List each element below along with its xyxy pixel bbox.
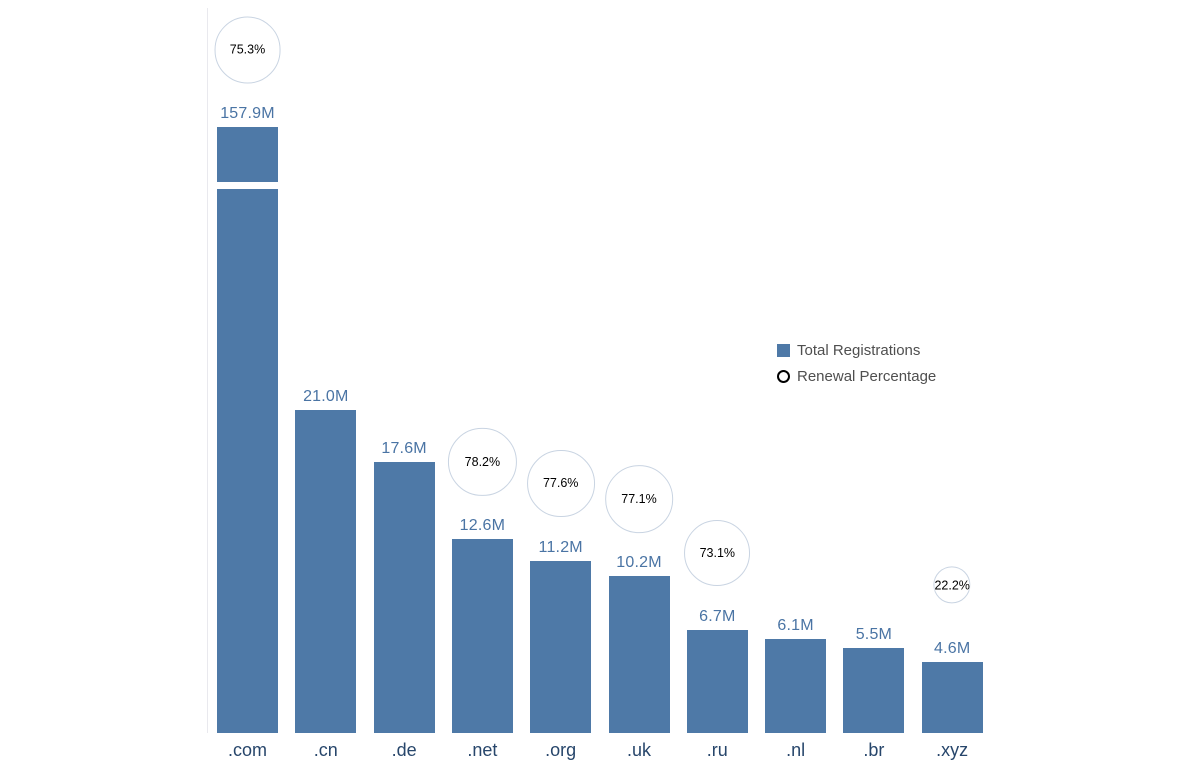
legend-label-renewal-percentage: Renewal Percentage: [797, 367, 937, 385]
bar-value-label-uk: 10.2M: [616, 553, 662, 571]
x-axis-label-org: .org: [545, 740, 577, 760]
renewal-circle-org[interactable]: 77.6%: [526, 449, 595, 518]
bar-value-label-br: 5.5M: [855, 626, 893, 644]
bar-br[interactable]: [843, 648, 905, 733]
x-axis-label-nl: .nl: [786, 740, 806, 760]
x-axis-label-cn: .cn: [313, 740, 338, 760]
x-axis-label-de: .de: [391, 740, 417, 760]
bar-value-label-de: 17.6M: [381, 439, 427, 457]
bar-uk[interactable]: [608, 575, 670, 733]
renewal-value-label-com: 75.3%: [229, 43, 266, 57]
renewal-value-label-xyz: 22.2%: [934, 578, 970, 593]
bar-org[interactable]: [530, 560, 592, 733]
x-axis-label-xyz: .xyz: [936, 740, 969, 760]
bar-net[interactable]: [451, 538, 513, 733]
legend: Total Registrations Renewal Percentage: [777, 337, 936, 389]
renewal-circle-uk[interactable]: 77.1%: [605, 465, 673, 533]
x-axis-label-uk: .uk: [626, 740, 652, 760]
legend-label-total-registrations: Total Registrations: [797, 341, 921, 359]
circle-swatch-icon: [777, 369, 790, 383]
renewal-value-label-net: 78.2%: [464, 454, 501, 469]
renewal-circle-com[interactable]: 75.3%: [214, 16, 281, 84]
bar-value-label-com: 157.9M: [220, 105, 275, 122]
bar-nl[interactable]: [765, 639, 827, 733]
bar-com[interactable]: [217, 189, 278, 733]
renewal-value-label-ru: 73.1%: [699, 545, 736, 560]
bar-value-label-xyz: 4.6M: [934, 640, 971, 658]
bar-ru[interactable]: [686, 629, 748, 733]
bar-value-label-nl: 6.1M: [777, 617, 814, 635]
x-axis-label-com: .com: [227, 740, 268, 760]
bar-value-label-cn: 21.0M: [303, 387, 349, 405]
bar-xyz[interactable]: [921, 662, 983, 733]
bar-value-label-ru: 6.7M: [699, 607, 736, 625]
bar-value-label-net: 12.6M: [459, 516, 506, 534]
legend-item-total-registrations[interactable]: Total Registrations: [777, 337, 936, 363]
bar-de[interactable]: [373, 461, 435, 733]
y-axis-line: [207, 8, 208, 733]
renewal-value-label-uk: 77.1%: [621, 491, 657, 506]
renewal-circle-xyz[interactable]: 22.2%: [933, 566, 971, 604]
x-axis-label-ru: .ru: [706, 740, 728, 760]
bar-value-label-org: 11.2M: [538, 538, 583, 556]
renewal-value-label-org: 77.6%: [542, 476, 579, 491]
bar-segment-top-com[interactable]: [217, 127, 278, 182]
legend-item-renewal-percentage[interactable]: Renewal Percentage: [777, 363, 936, 389]
bar-cn[interactable]: [295, 409, 357, 733]
renewal-circle-net[interactable]: 78.2%: [448, 427, 517, 497]
renewal-circle-ru[interactable]: 73.1%: [684, 519, 751, 586]
x-axis-label-br: .br: [863, 740, 885, 760]
x-axis-label-net: .net: [467, 740, 498, 760]
bar-swatch-icon: [777, 343, 790, 357]
